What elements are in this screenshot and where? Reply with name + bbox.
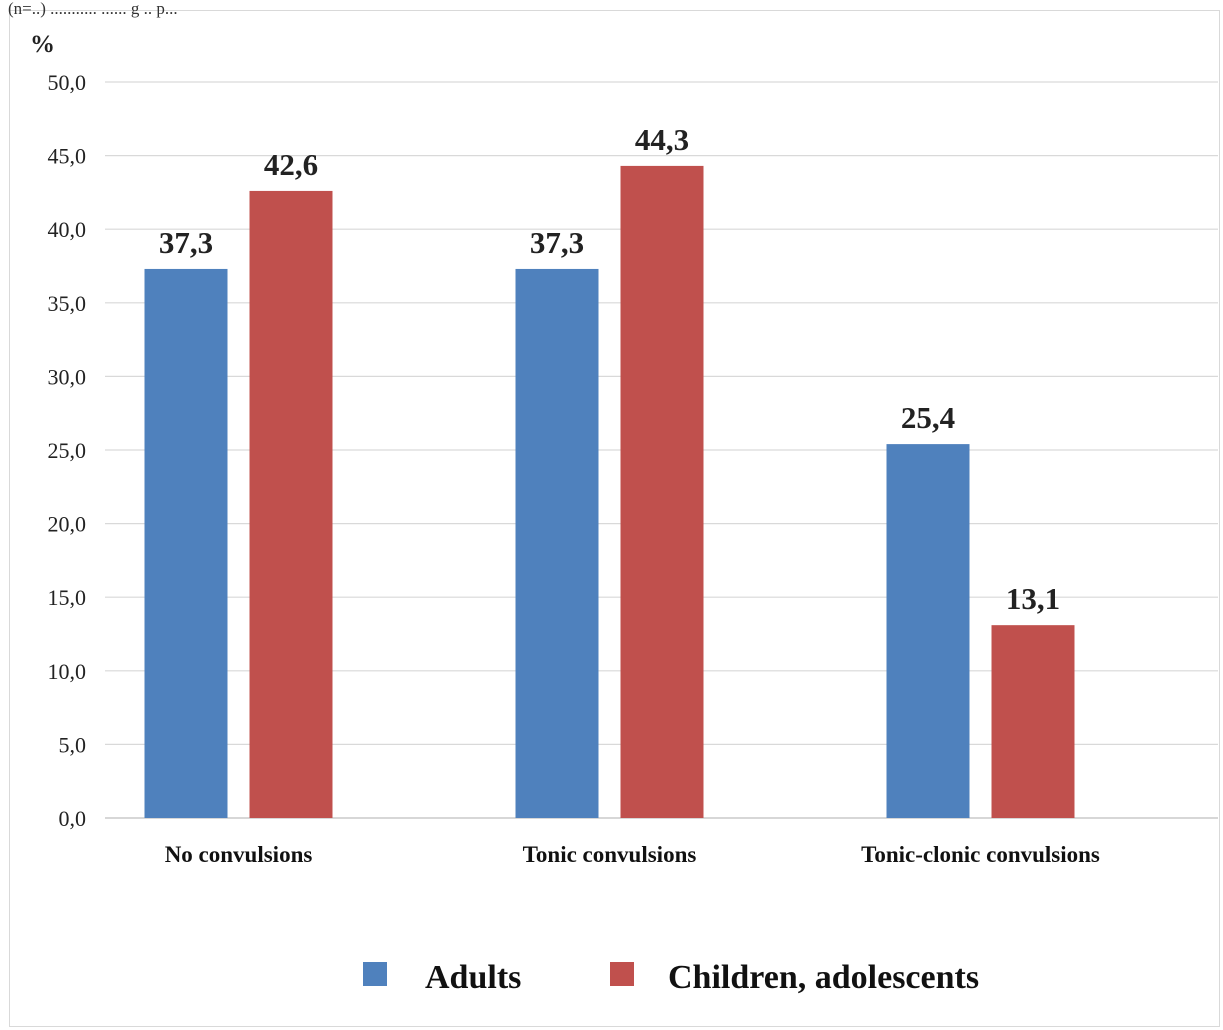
y-tick-label: 30,0 <box>48 364 87 389</box>
legend-label: Adults <box>425 959 521 996</box>
category-label: No convulsions <box>165 842 313 867</box>
y-tick-label: 40,0 <box>48 217 87 242</box>
legend-label: Children, adolescents <box>668 959 979 996</box>
y-tick-label: 35,0 <box>48 291 87 316</box>
data-label: 37,3 <box>530 225 584 260</box>
data-label: 37,3 <box>159 225 213 260</box>
y-tick-label: 25,0 <box>48 438 87 463</box>
y-tick-label: 45,0 <box>48 144 87 169</box>
data-label: 25,4 <box>901 400 955 435</box>
bar <box>886 444 970 818</box>
category-label: Tonic-clonic convulsions <box>861 842 1100 867</box>
y-axis-unit-label: % <box>30 31 55 58</box>
y-tick-label: 50,0 <box>48 70 87 95</box>
data-label: 13,1 <box>1006 581 1060 616</box>
y-tick-label: 10,0 <box>48 659 87 684</box>
y-tick-label: 0,0 <box>59 806 87 831</box>
category-label: Tonic convulsions <box>523 842 697 867</box>
bar <box>620 165 704 819</box>
data-label: 42,6 <box>264 147 318 182</box>
bar <box>249 190 333 819</box>
y-tick-label: 15,0 <box>48 585 87 610</box>
caption-fragment: (n=..) ........... ...... g .. p... <box>8 0 178 18</box>
bar <box>515 268 599 819</box>
data-labels: 37,3 42,6 37,3 44,3 25,4 13,1 <box>159 122 1060 616</box>
legend-swatch <box>610 962 634 986</box>
bars <box>144 165 1075 819</box>
data-label: 44,3 <box>635 122 689 157</box>
bar <box>991 625 1075 818</box>
bar <box>144 268 228 819</box>
y-tick-label: 5,0 <box>59 732 87 757</box>
y-tick-label: 20,0 <box>48 512 87 537</box>
category-labels: No convulsions Tonic convulsions Tonic-clo… <box>165 842 1100 867</box>
legend-swatch <box>363 962 387 986</box>
legend: Adults Children, adolescents <box>363 959 979 996</box>
y-axis-ticks: 0,0 5,0 10,0 15,0 20,0 25,0 30,0 35,0 40,0 45,0 50… <box>48 70 87 831</box>
